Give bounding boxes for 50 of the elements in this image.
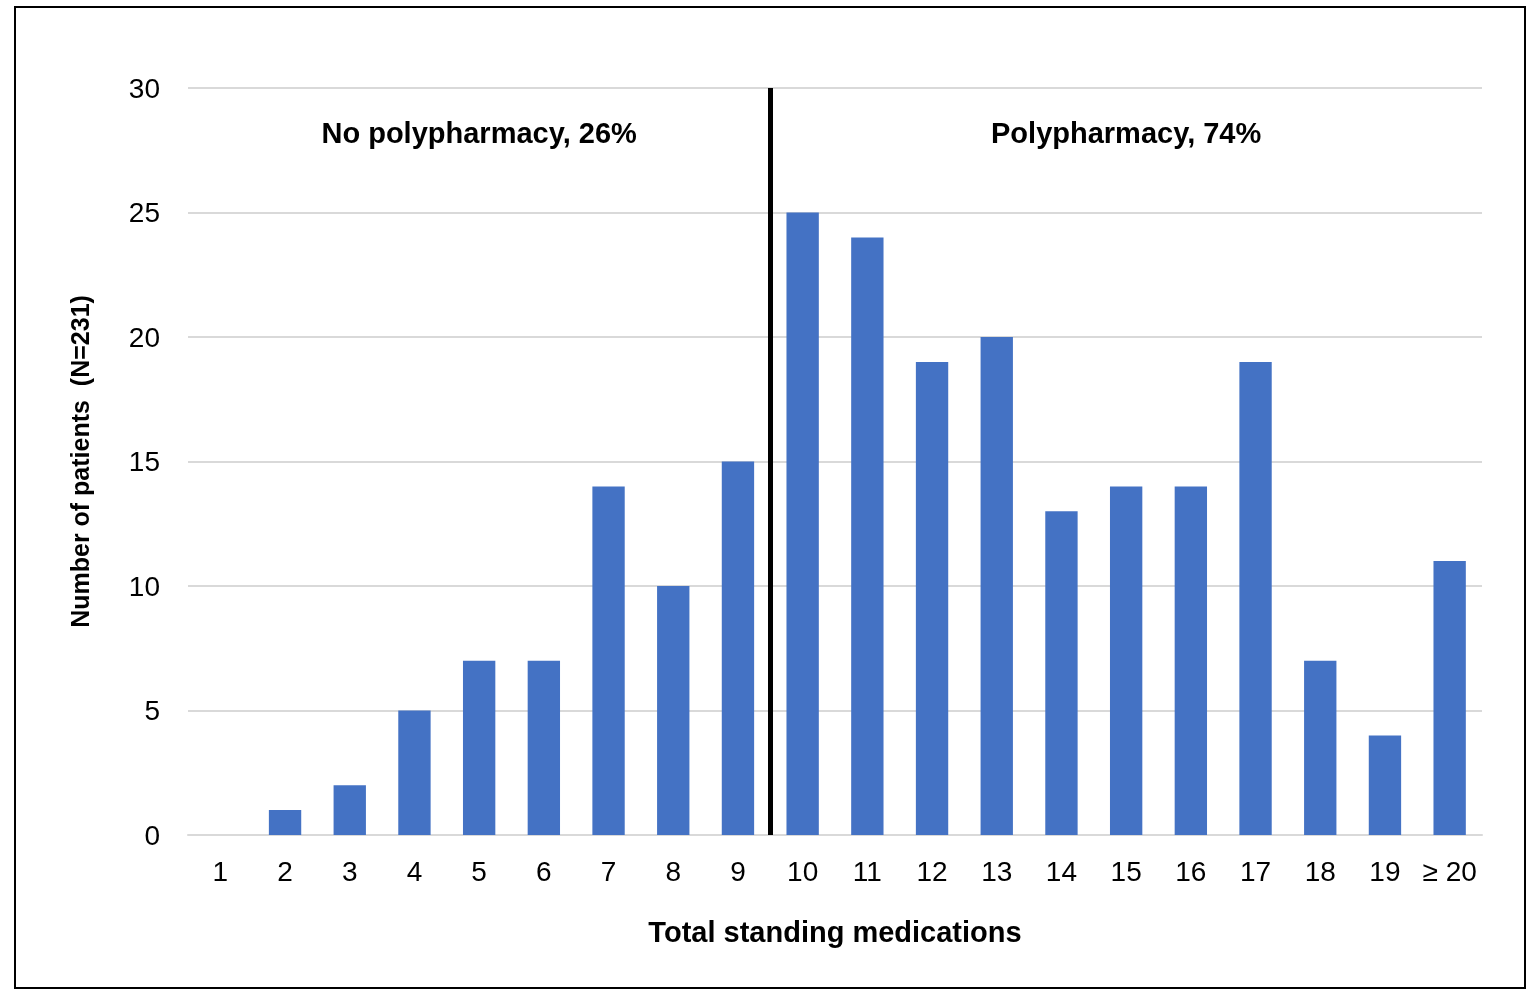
bar [1109, 486, 1143, 835]
bar [527, 660, 561, 835]
x-tick-label: 9 [730, 855, 746, 887]
bar [721, 461, 755, 835]
bar [1239, 361, 1272, 835]
x-tick-label: 19 [1369, 855, 1401, 887]
bar [915, 361, 949, 835]
x-tick-label: 3 [341, 855, 358, 887]
x-tick-label: 14 [1045, 855, 1078, 887]
x-tick-label: 5 [471, 855, 487, 887]
bar [398, 710, 431, 835]
bar [786, 212, 819, 835]
x-tick-label: 12 [916, 855, 948, 887]
y-tick-label: 30 [128, 72, 160, 104]
x-axis-title: Total standing medications [648, 915, 1022, 948]
x-tick-label: 16 [1175, 855, 1207, 887]
y-tick-label: 0 [144, 819, 160, 851]
x-tick-label: 17 [1239, 855, 1272, 887]
x-tick-label: 6 [536, 855, 552, 887]
x-tick-label: 11 [852, 855, 882, 887]
bar [268, 810, 302, 835]
x-tick-label: ≥ 20 [1422, 855, 1477, 887]
y-tick-label: 25 [128, 197, 160, 228]
y-tick-label: 20 [128, 321, 160, 353]
y-axis-title: Number of patients (N=231) [65, 295, 94, 628]
y-tick-label: 5 [144, 695, 160, 726]
bar [1304, 660, 1337, 835]
bar [1433, 561, 1466, 835]
x-tick-label: 18 [1304, 855, 1336, 887]
x-tick-label: 10 [787, 855, 819, 887]
annotation: No polypharmacy, 26% [321, 116, 638, 149]
y-tick-label: 10 [128, 570, 160, 602]
bar [657, 586, 690, 835]
bar [462, 660, 496, 835]
bar [1368, 735, 1402, 835]
x-tick-label: 2 [277, 855, 293, 887]
bar [1174, 486, 1208, 835]
x-tick-label: 1 [212, 855, 229, 887]
y-tick-label: 15 [128, 446, 160, 477]
bar [592, 486, 625, 835]
x-tick-label: 15 [1110, 855, 1142, 887]
x-tick-label: 7 [600, 855, 617, 887]
x-tick-label: 13 [981, 855, 1013, 887]
bar [980, 337, 1013, 835]
annotation: Polypharmacy, 74% [991, 116, 1262, 149]
bar [1045, 511, 1078, 835]
bar [851, 237, 884, 835]
bar [333, 785, 366, 835]
x-tick-label: 8 [665, 855, 682, 887]
x-tick-label: 4 [406, 855, 423, 887]
